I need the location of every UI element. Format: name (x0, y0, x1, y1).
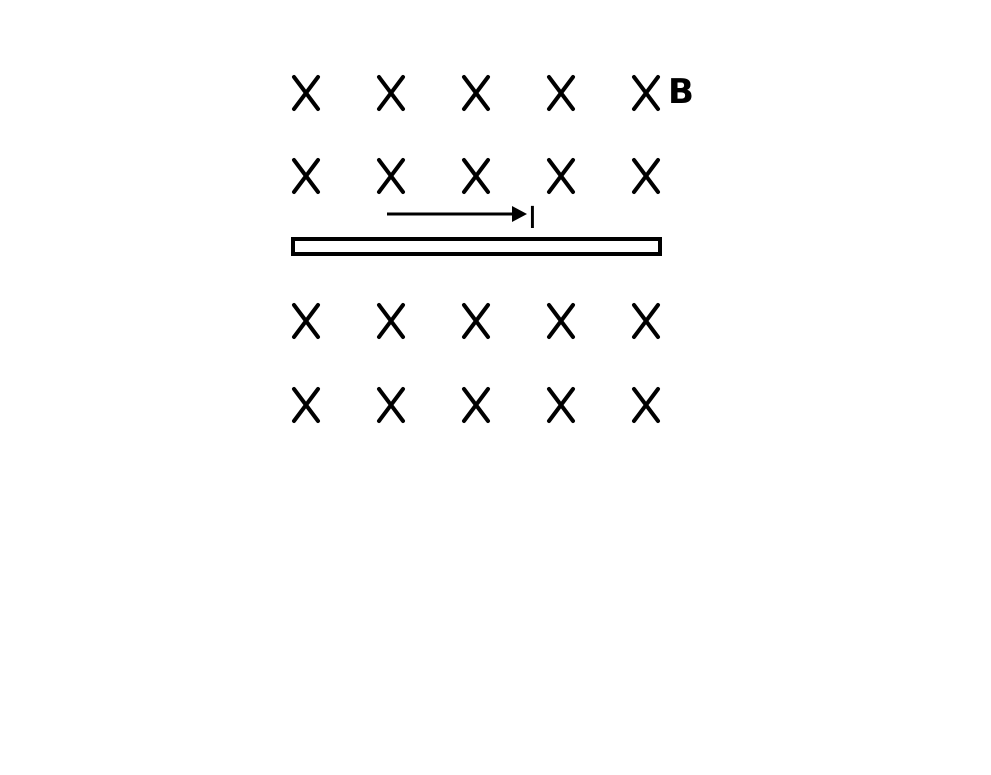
field-label-b: B (668, 72, 694, 112)
field-cross-icon (377, 303, 405, 339)
field-cross-icon (547, 75, 575, 111)
current-arrowhead-icon (512, 206, 527, 222)
field-cross-icon (632, 387, 660, 423)
field-cross-icon (547, 387, 575, 423)
field-cross-icon (292, 75, 320, 111)
field-crosses (292, 75, 660, 423)
field-cross-icon (632, 75, 660, 111)
field-cross-icon (292, 387, 320, 423)
field-cross-icon (547, 158, 575, 194)
field-cross-icon (292, 158, 320, 194)
field-cross-icon (462, 75, 490, 111)
current-arrow (387, 206, 527, 222)
field-cross-icon (462, 158, 490, 194)
field-cross-icon (377, 387, 405, 423)
field-cross-icon (462, 387, 490, 423)
field-cross-icon (462, 303, 490, 339)
current-label-i: I (528, 201, 537, 236)
field-cross-icon (377, 75, 405, 111)
conductor-wire (291, 237, 662, 256)
field-cross-icon (547, 303, 575, 339)
field-cross-icon (632, 158, 660, 194)
field-cross-icon (377, 158, 405, 194)
field-cross-icon (292, 303, 320, 339)
field-cross-icon (632, 303, 660, 339)
